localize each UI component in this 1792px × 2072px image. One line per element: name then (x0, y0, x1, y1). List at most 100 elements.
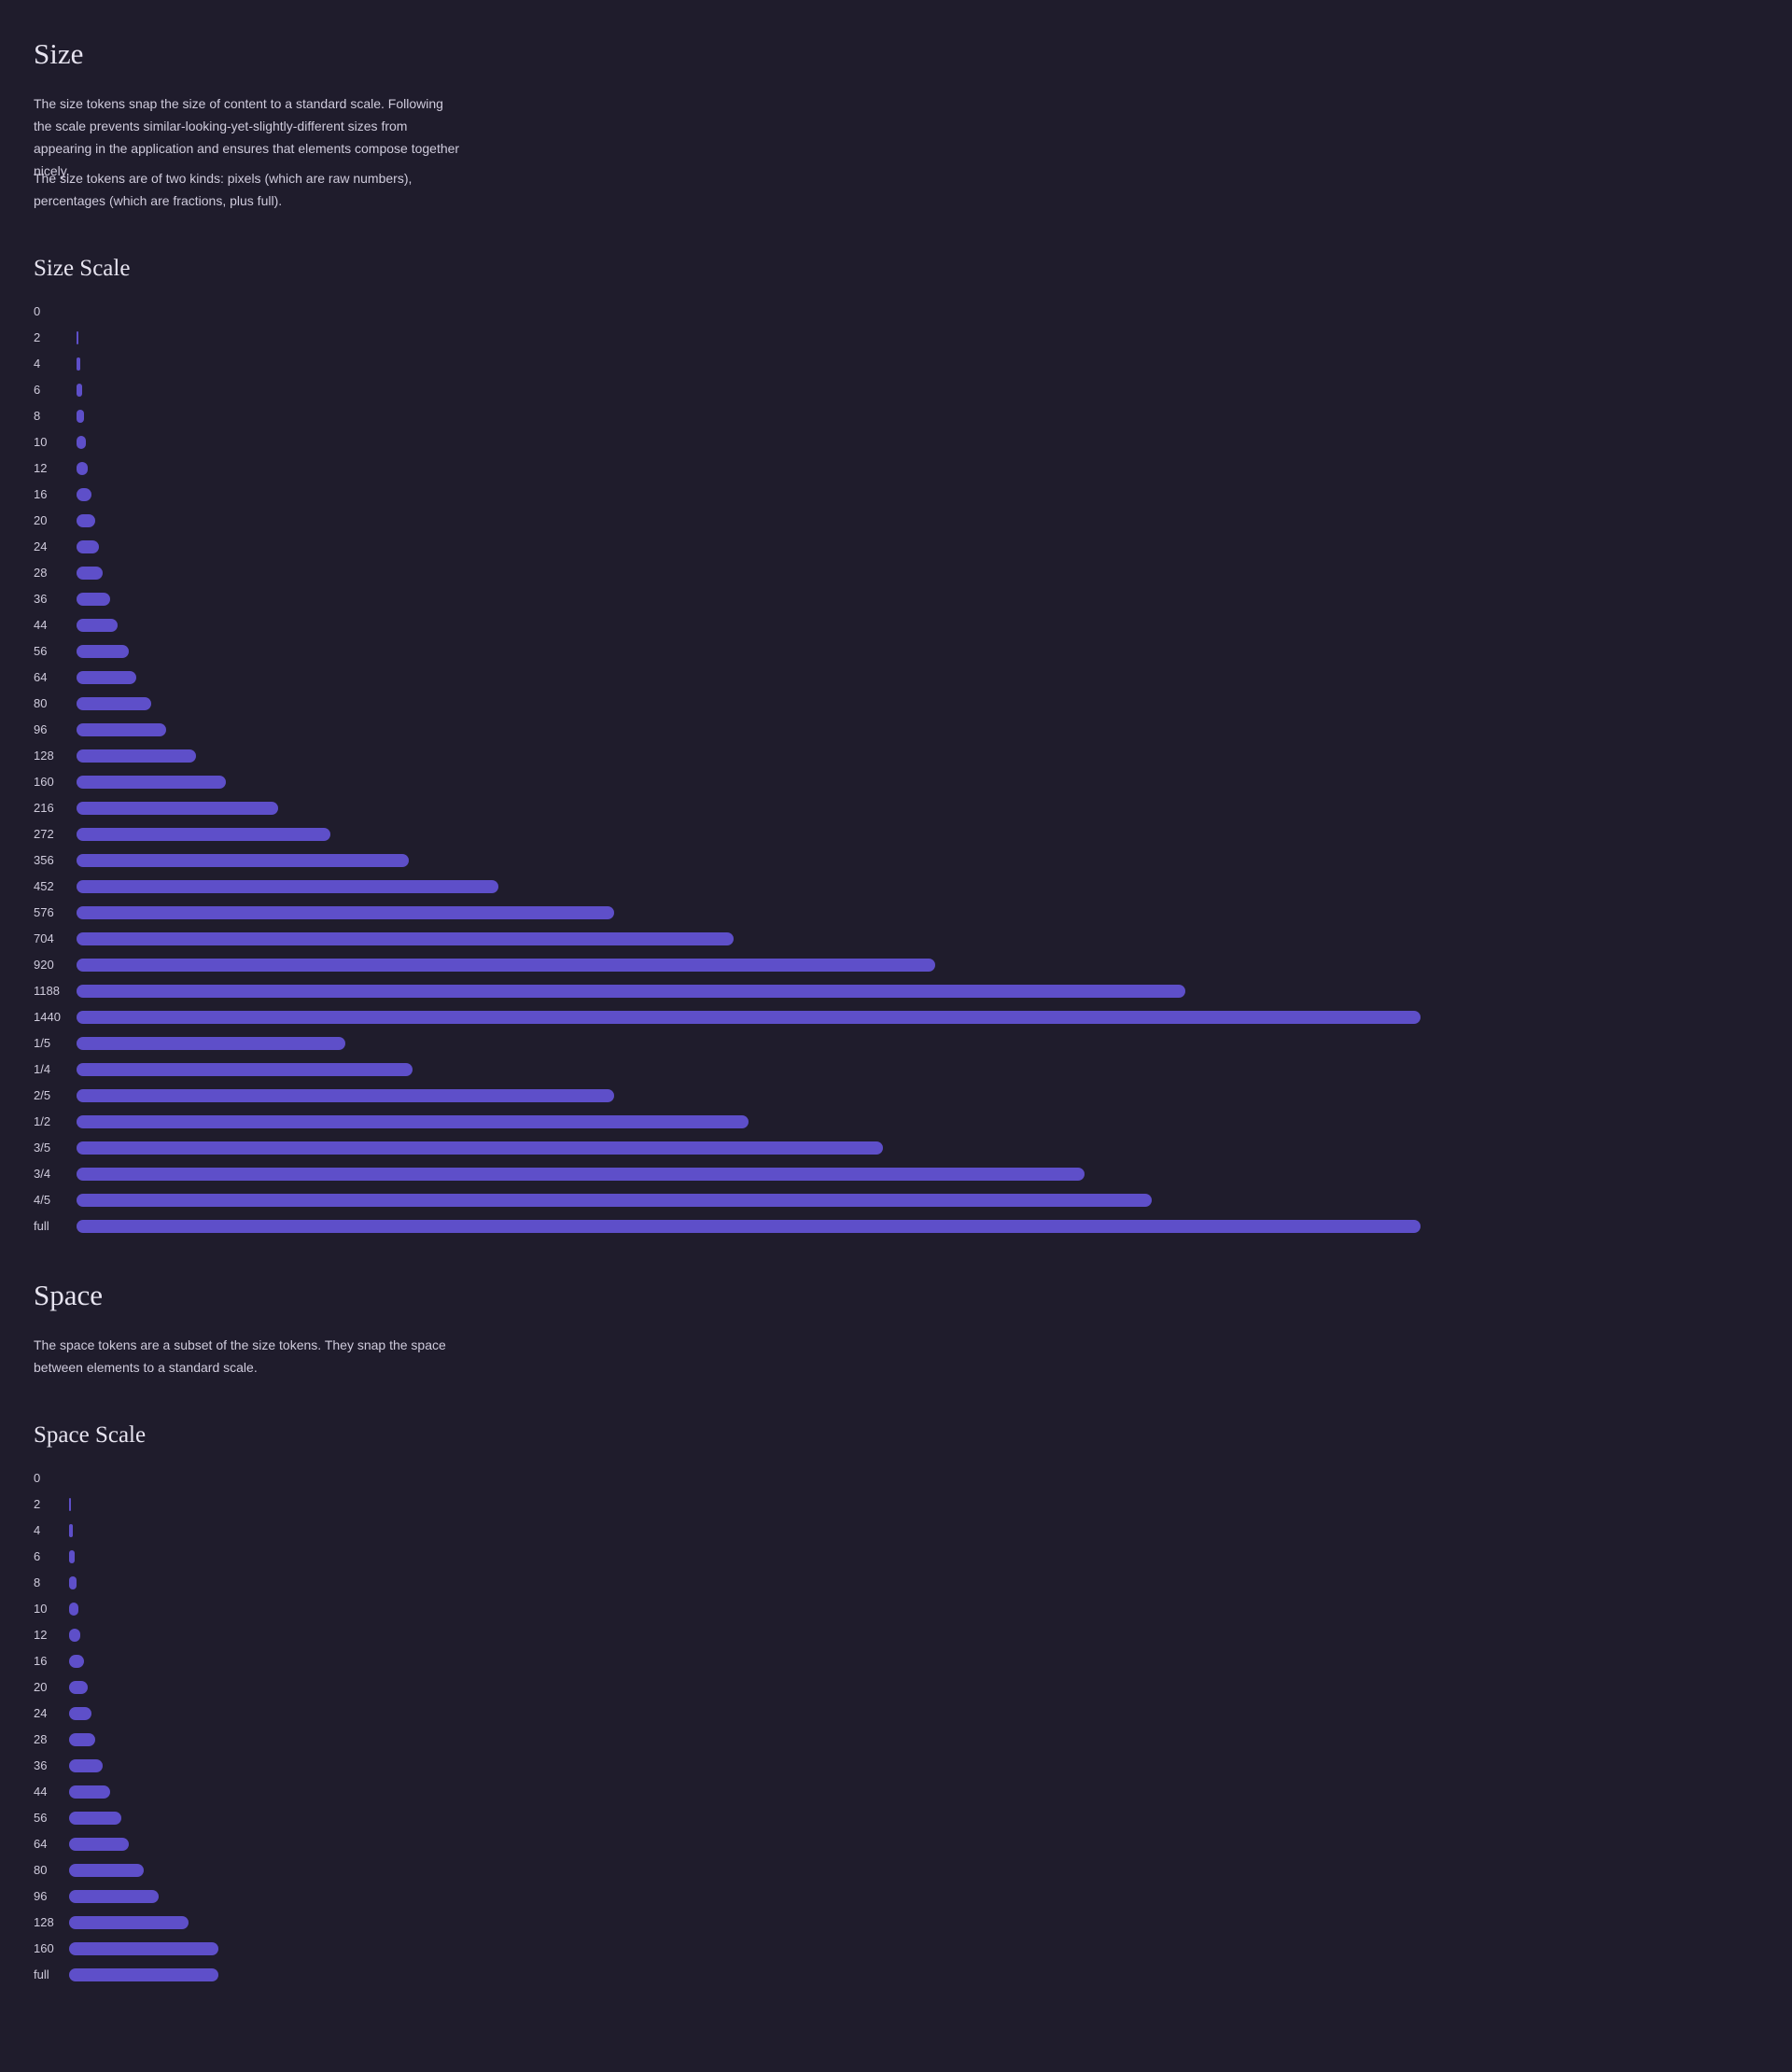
size-token-label: 1188 (34, 984, 60, 998)
size-token-bar (77, 488, 91, 501)
size-token-row: 36 (34, 586, 1434, 612)
size-token-bar (77, 880, 498, 893)
space-token-bar (69, 1655, 84, 1668)
size-token-bar (77, 985, 1185, 998)
space-token-label: 4 (34, 1523, 41, 1537)
size-token-bar (77, 1168, 1085, 1181)
size-token-bar (77, 410, 84, 423)
space-token-row: 96 (34, 1883, 1434, 1910)
size-token-label: 920 (34, 958, 54, 972)
size-token-label: 2/5 (34, 1088, 51, 1102)
size-token-bar (77, 540, 99, 553)
space-token-label: 96 (34, 1889, 48, 1903)
space-token-row: 28 (34, 1727, 1434, 1753)
size-token-row: 576 (34, 900, 1434, 926)
space-token-bar (69, 1916, 189, 1929)
size-token-bar (77, 932, 734, 945)
space-token-bar (69, 1812, 121, 1825)
space-token-bar (69, 1733, 95, 1746)
space-token-row: 24 (34, 1701, 1434, 1727)
size-token-label: 12 (34, 461, 48, 475)
size-token-bar (77, 1089, 614, 1102)
size-title: Size (34, 37, 84, 70)
size-token-label: 0 (34, 304, 41, 318)
space-token-label: 12 (34, 1628, 48, 1642)
space-token-row: 12 (34, 1622, 1434, 1648)
size-token-row: 6 (34, 377, 1434, 403)
size-token-row: 356 (34, 847, 1434, 874)
space-token-row: 10 (34, 1596, 1434, 1622)
size-token-label: 2 (34, 330, 41, 344)
space-token-row: 0 (34, 1465, 1434, 1491)
space-token-row: 80 (34, 1857, 1434, 1883)
size-token-label: 1/5 (34, 1036, 51, 1050)
size-token-row: 10 (34, 429, 1434, 455)
size-token-row: 3/5 (34, 1135, 1434, 1161)
size-token-label: 44 (34, 618, 48, 632)
space-paragraph-1: The space tokens are a subset of the siz… (34, 1337, 446, 1375)
space-token-label: 36 (34, 1758, 48, 1772)
size-token-label: 64 (34, 670, 48, 684)
size-token-bar (77, 1037, 345, 1050)
size-token-row: 56 (34, 638, 1434, 665)
size-token-row: 272 (34, 821, 1434, 847)
size-token-label: 3/5 (34, 1141, 51, 1155)
size-token-row: 1/2 (34, 1109, 1434, 1135)
space-token-label: 20 (34, 1680, 48, 1694)
size-token-label: 272 (34, 827, 54, 841)
size-token-bar (77, 1194, 1152, 1207)
size-token-row: 0 (34, 299, 1434, 325)
size-token-bar (77, 776, 226, 789)
size-token-bar (77, 959, 935, 972)
size-token-bar (77, 619, 118, 632)
size-token-label: 80 (34, 696, 48, 710)
size-token-label: 4 (34, 357, 41, 371)
size-token-bar (77, 802, 278, 815)
space-token-row: 160 (34, 1936, 1434, 1962)
size-token-bar (77, 514, 95, 527)
space-token-bar (69, 1576, 77, 1589)
size-token-row: 216 (34, 795, 1434, 821)
space-token-label: 44 (34, 1785, 48, 1799)
space-token-bar (69, 1603, 78, 1616)
size-token-row: 96 (34, 717, 1434, 743)
size-token-row: 8 (34, 403, 1434, 429)
size-token-label: 452 (34, 879, 54, 893)
size-token-row: 12 (34, 455, 1434, 482)
size-token-label: 8 (34, 409, 41, 423)
space-token-row: 16 (34, 1648, 1434, 1674)
size-token-row: 452 (34, 874, 1434, 900)
size-token-bar (77, 1220, 1421, 1233)
size-token-label: 356 (34, 853, 54, 867)
space-token-row: 64 (34, 1831, 1434, 1857)
space-token-bar (69, 1759, 103, 1772)
size-token-bar (77, 1063, 413, 1076)
size-token-bar (77, 384, 82, 397)
space-scale-title: Space Scale (34, 1422, 147, 1448)
space-token-bar (69, 1838, 129, 1851)
size-token-label: 576 (34, 905, 54, 919)
size-token-label: full (34, 1219, 49, 1233)
size-token-row: 64 (34, 665, 1434, 691)
size-token-label: 10 (34, 435, 48, 449)
size-token-row: 1188 (34, 978, 1434, 1004)
size-token-row: 24 (34, 534, 1434, 560)
space-token-label: 24 (34, 1706, 48, 1720)
size-token-row: 4/5 (34, 1187, 1434, 1213)
size-token-bar (77, 436, 86, 449)
size-token-label: 3/4 (34, 1167, 51, 1181)
space-token-label: 16 (34, 1654, 48, 1668)
size-token-bar (77, 854, 409, 867)
size-token-bar (77, 1141, 883, 1155)
size-token-row: 2 (34, 325, 1434, 351)
size-scale-title: Size Scale (34, 256, 131, 281)
size-token-row: 1/4 (34, 1057, 1434, 1083)
size-token-row: 80 (34, 691, 1434, 717)
space-token-row: 6 (34, 1544, 1434, 1570)
space-token-row: 128 (34, 1910, 1434, 1936)
size-token-bar (77, 331, 78, 344)
size-token-label: 28 (34, 566, 48, 580)
size-token-label: 16 (34, 487, 48, 501)
space-token-row: 8 (34, 1570, 1434, 1596)
size-token-label: 1440 (34, 1010, 61, 1024)
